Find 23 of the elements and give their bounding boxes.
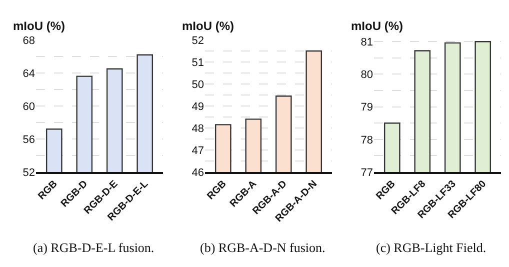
y-tick-label: 78 [360, 134, 373, 146]
y-tick-label: 47 [192, 144, 204, 157]
y-axis-title: mIoU (%) [13, 19, 65, 33]
y-tick-label: 68 [22, 34, 35, 47]
text: (c) RGB-Light Field. [376, 240, 486, 255]
y-axis-title: mIoU (%) [351, 19, 403, 33]
y-axis-title: mIoU (%) [182, 19, 234, 33]
text: (b) RGB-A-D-N fusion. [200, 240, 326, 255]
y-tick-label: 56 [22, 134, 35, 146]
y-tick-label: 52 [192, 34, 204, 47]
y-tick-label: 77 [360, 166, 373, 179]
y-tick-label: 60 [22, 100, 35, 113]
y-tick-label: 49 [192, 100, 204, 113]
y-tick-label: 48 [192, 122, 204, 135]
y-tick-label: 51 [192, 56, 204, 69]
text: (a) RGB-D-E-L fusion. [33, 240, 154, 255]
y-tick-label: 80 [360, 69, 373, 82]
y-tick-label: 52 [22, 166, 35, 179]
y-tick-label: 81 [360, 36, 373, 48]
y-tick-label: 50 [192, 78, 204, 91]
y-tick-label: 46 [192, 166, 204, 179]
y-tick-label: 79 [360, 102, 373, 114]
y-tick-label: 64 [22, 68, 35, 80]
